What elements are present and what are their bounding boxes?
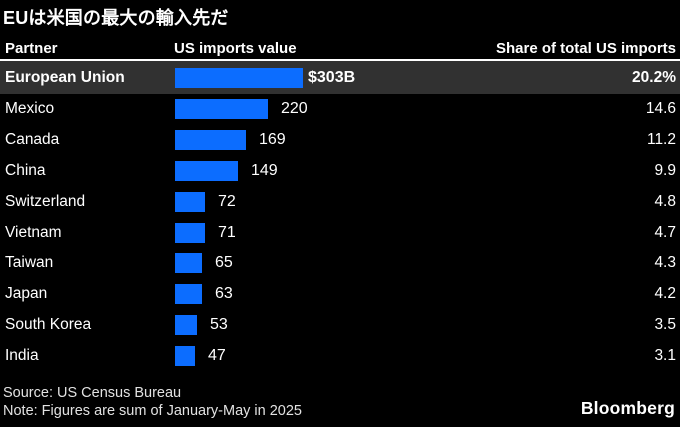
chart-title: EUは米国の最大の輸入先だ bbox=[3, 8, 229, 28]
share-value: 3.1 bbox=[654, 346, 676, 364]
value-label: 72 bbox=[218, 192, 236, 210]
table-row: European Union $303B 20.2% bbox=[0, 61, 680, 94]
partner-label: Canada bbox=[5, 131, 60, 149]
header-divider-line bbox=[0, 59, 680, 61]
bar-area: 65 bbox=[175, 248, 233, 279]
share-value: 4.2 bbox=[654, 285, 676, 303]
value-label: 169 bbox=[259, 131, 286, 149]
share-value: 11.2 bbox=[646, 131, 676, 149]
share-value: 14.6 bbox=[645, 100, 676, 118]
share-value: 3.5 bbox=[654, 315, 676, 333]
bar-area: 72 bbox=[175, 186, 236, 217]
partner-label: South Korea bbox=[5, 315, 92, 333]
bar-area: 149 bbox=[175, 156, 278, 187]
bar-area: 169 bbox=[175, 125, 286, 156]
table-row: Switzerland 72 4.8 bbox=[0, 186, 680, 217]
partner-label: Japan bbox=[5, 285, 48, 303]
table-row: Canada 169 11.2 bbox=[0, 125, 680, 156]
value-label: 65 bbox=[215, 254, 233, 272]
value-bar bbox=[175, 130, 246, 151]
value-bar bbox=[175, 345, 195, 366]
header-share: Share of total US imports bbox=[495, 40, 676, 57]
share-value: 4.7 bbox=[654, 223, 676, 241]
table-row: India 47 3.1 bbox=[0, 340, 680, 371]
bar-area: 63 bbox=[175, 279, 233, 310]
table-row: Mexico 220 14.6 bbox=[0, 94, 680, 125]
table-row: Taiwan 65 4.3 bbox=[0, 248, 680, 279]
value-label: 149 bbox=[251, 161, 278, 179]
value-bar bbox=[175, 253, 202, 274]
bloomberg-logo: Bloomberg bbox=[580, 398, 675, 418]
share-value: 20.2% bbox=[632, 68, 676, 86]
value-bar bbox=[175, 222, 205, 243]
bar-area: 47 bbox=[175, 340, 226, 371]
share-value: 9.9 bbox=[654, 161, 676, 179]
bar-area: $303B bbox=[175, 61, 355, 94]
value-label: 71 bbox=[218, 223, 236, 241]
header-partner: Partner bbox=[5, 40, 58, 57]
value-label: $303B bbox=[308, 68, 356, 86]
table-row: Japan 63 4.2 bbox=[0, 279, 680, 310]
header-imports-value: US imports value bbox=[174, 40, 297, 57]
table-header-row: Partner US imports value Share of total … bbox=[0, 40, 680, 58]
value-bar bbox=[175, 314, 197, 335]
value-label: 53 bbox=[210, 315, 228, 333]
share-value: 4.8 bbox=[654, 192, 676, 210]
bar-area: 53 bbox=[175, 310, 228, 341]
partner-label: China bbox=[5, 161, 46, 179]
note-text: Note: Figures are sum of January-May in … bbox=[3, 403, 302, 419]
share-value: 4.3 bbox=[654, 254, 676, 272]
partner-label: Mexico bbox=[5, 100, 55, 118]
partner-label: Vietnam bbox=[5, 223, 62, 241]
bar-area: 220 bbox=[175, 94, 308, 125]
table-row: China 149 9.9 bbox=[0, 156, 680, 187]
source-text: Source: US Census Bureau bbox=[3, 385, 182, 401]
value-bar bbox=[175, 160, 238, 181]
table-body: European Union $303B 20.2% Mexico 220 14… bbox=[0, 61, 680, 371]
partner-label: Taiwan bbox=[5, 254, 54, 272]
value-label: 47 bbox=[208, 346, 226, 364]
value-bar bbox=[175, 284, 202, 305]
table-row: South Korea 53 3.5 bbox=[0, 310, 680, 341]
partner-label: Switzerland bbox=[5, 192, 86, 210]
partner-label: European Union bbox=[5, 68, 125, 86]
value-label: 220 bbox=[281, 100, 308, 118]
footer-notes: Source: US Census Bureau Note: Figures a… bbox=[3, 384, 302, 420]
bar-area: 71 bbox=[175, 217, 236, 248]
partner-label: India bbox=[5, 346, 39, 364]
table-row: Vietnam 71 4.7 bbox=[0, 217, 680, 248]
value-bar bbox=[175, 191, 205, 212]
value-bar bbox=[175, 67, 303, 88]
value-bar bbox=[175, 99, 268, 120]
value-label: 63 bbox=[215, 285, 233, 303]
